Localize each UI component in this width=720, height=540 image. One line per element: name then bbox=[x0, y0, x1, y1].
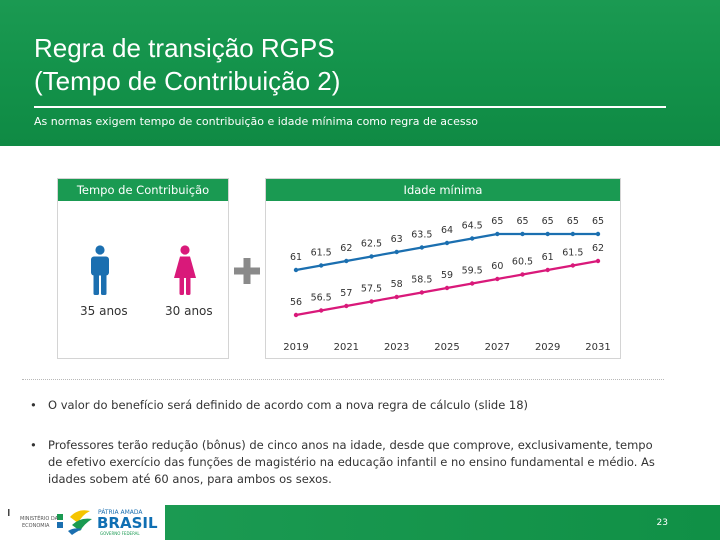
title-divider bbox=[34, 106, 666, 108]
series-1-data-label: 58 bbox=[391, 279, 403, 290]
series-1-data-label: 60.5 bbox=[512, 257, 533, 268]
footer-bar: 23 bbox=[165, 505, 720, 540]
x-tick-label: 2023 bbox=[384, 342, 409, 353]
series-1-data-label: 57 bbox=[340, 288, 352, 299]
section-separator bbox=[22, 379, 664, 380]
idade-minima-chart: 61 61.5 62 62.5 63 63.5 64 64.5 65 65 65 65 65 56 56.5… bbox=[283, 216, 610, 353]
x-tick-label: 2025 bbox=[434, 342, 459, 353]
series-0-point bbox=[520, 231, 525, 237]
series-0-point bbox=[344, 258, 349, 264]
series-1-data-label: 61 bbox=[542, 252, 554, 263]
x-tick-label: 2019 bbox=[283, 342, 308, 353]
x-tick-label: 2021 bbox=[334, 342, 359, 353]
series-1-data-label: 58.5 bbox=[411, 275, 432, 286]
brasil-flag-logo-icon bbox=[68, 510, 92, 535]
series-1-data-label: 59 bbox=[441, 270, 453, 281]
bullet-text: O valor do benefício será definido de ac… bbox=[48, 398, 529, 412]
series-0-data-label: 65 bbox=[592, 216, 604, 227]
series-0-data-label: 63.5 bbox=[411, 230, 432, 241]
slide-title: Regra de transição RGPS (Tempo de Contri… bbox=[34, 32, 674, 98]
series-0-point bbox=[469, 236, 475, 241]
male-person-icon bbox=[91, 245, 109, 295]
bullet-dot-icon: • bbox=[30, 398, 37, 412]
ministry-logo-icon bbox=[57, 514, 63, 528]
tempo-contribuicao-title: Tempo de Contribuição bbox=[58, 179, 228, 201]
patria-amada-text: PÁTRIA AMADA bbox=[98, 509, 143, 516]
title-line-2: (Tempo de Contribuição 2) bbox=[34, 66, 341, 96]
page-number: 23 bbox=[656, 518, 668, 528]
series-1-point bbox=[545, 267, 550, 273]
series-1-point bbox=[469, 281, 475, 286]
series-1-data-label: 62 bbox=[592, 243, 604, 254]
title-line-1: Regra de transição RGPS bbox=[34, 33, 335, 63]
series-1-data-label: 60 bbox=[491, 261, 503, 272]
series-0-data-label: 65 bbox=[491, 216, 503, 227]
female-label: 30 anos bbox=[165, 304, 213, 318]
series-1-data-label: 56.5 bbox=[311, 293, 332, 304]
brasil-text: BRASIL bbox=[97, 514, 158, 532]
series-1-data-label: 57.5 bbox=[361, 284, 382, 295]
footer-logos: MINISTÉRIO DA ECONOMIA PÁTRIA AMADA BRAS… bbox=[8, 509, 158, 536]
ministry-name-line-1: MINISTÉRIO DA bbox=[20, 514, 59, 522]
series-0-data-label: 63 bbox=[391, 234, 403, 245]
series-0-point bbox=[570, 231, 576, 237]
x-tick-label: 2031 bbox=[585, 342, 610, 353]
male-label: 35 anos bbox=[80, 304, 128, 318]
series-0-data-label: 61 bbox=[290, 252, 302, 263]
series-1-point bbox=[595, 258, 601, 264]
ministry-name-line-2: ECONOMIA bbox=[22, 523, 50, 529]
idade-minima-title: Idade mínima bbox=[266, 179, 620, 201]
series-1-point bbox=[344, 303, 349, 309]
series-1-data-label: 56 bbox=[290, 297, 302, 308]
plus-icon bbox=[234, 258, 260, 284]
series-0-point bbox=[394, 249, 399, 255]
series-0-data-label: 65 bbox=[567, 216, 579, 227]
idade-minima-panel: Idade mínima 61 61.5 62 62.5 63 63.5 64 64.5 65 6… bbox=[265, 178, 621, 359]
series-0-point bbox=[495, 231, 500, 237]
series-1-point bbox=[419, 290, 425, 295]
bullet-dot-icon: • bbox=[30, 438, 37, 452]
series-0-data-label: 61.5 bbox=[311, 248, 332, 259]
governo-federal-text: GOVERNO FEDERAL bbox=[100, 531, 140, 536]
series-0-data-label: 65 bbox=[516, 216, 528, 227]
series-1-data-label: 61.5 bbox=[562, 248, 583, 259]
tempo-contribuicao-panel: Tempo de Contribuição 35 anos 30 anos bbox=[57, 178, 229, 359]
series-0-data-label: 64 bbox=[441, 225, 453, 236]
slide-subtitle: As normas exigem tempo de contribuição e… bbox=[34, 115, 479, 128]
series-0-point bbox=[444, 240, 450, 246]
series-0-point bbox=[318, 263, 324, 268]
series-1-point bbox=[520, 272, 525, 277]
slide-header: Regra de transição RGPS (Tempo de Contri… bbox=[0, 0, 720, 146]
series-1-data-label: 59.5 bbox=[462, 266, 483, 277]
series-1-point bbox=[369, 299, 374, 304]
female-person-icon bbox=[174, 245, 196, 295]
series-1-point bbox=[318, 308, 324, 313]
x-tick-label: 2029 bbox=[535, 342, 560, 353]
series-0-point bbox=[293, 267, 299, 273]
series-0-data-label: 64.5 bbox=[462, 221, 483, 232]
series-0-point bbox=[545, 231, 550, 237]
series-0-data-label: 65 bbox=[542, 216, 554, 227]
series-0-point bbox=[369, 254, 374, 259]
series-0-data-label: 62.5 bbox=[361, 239, 382, 250]
series-0-point bbox=[419, 245, 425, 250]
series-0-data-label: 62 bbox=[340, 243, 352, 254]
series-0-point bbox=[595, 231, 601, 237]
series-1-point bbox=[394, 294, 399, 300]
bullet-text: Professores terão redução (bônus) de cin… bbox=[48, 438, 655, 486]
series-1-point bbox=[570, 263, 576, 268]
series-1-point bbox=[495, 276, 500, 282]
x-tick-label: 2027 bbox=[485, 342, 510, 353]
series-1-point bbox=[444, 285, 450, 291]
series-1-point bbox=[293, 312, 299, 318]
